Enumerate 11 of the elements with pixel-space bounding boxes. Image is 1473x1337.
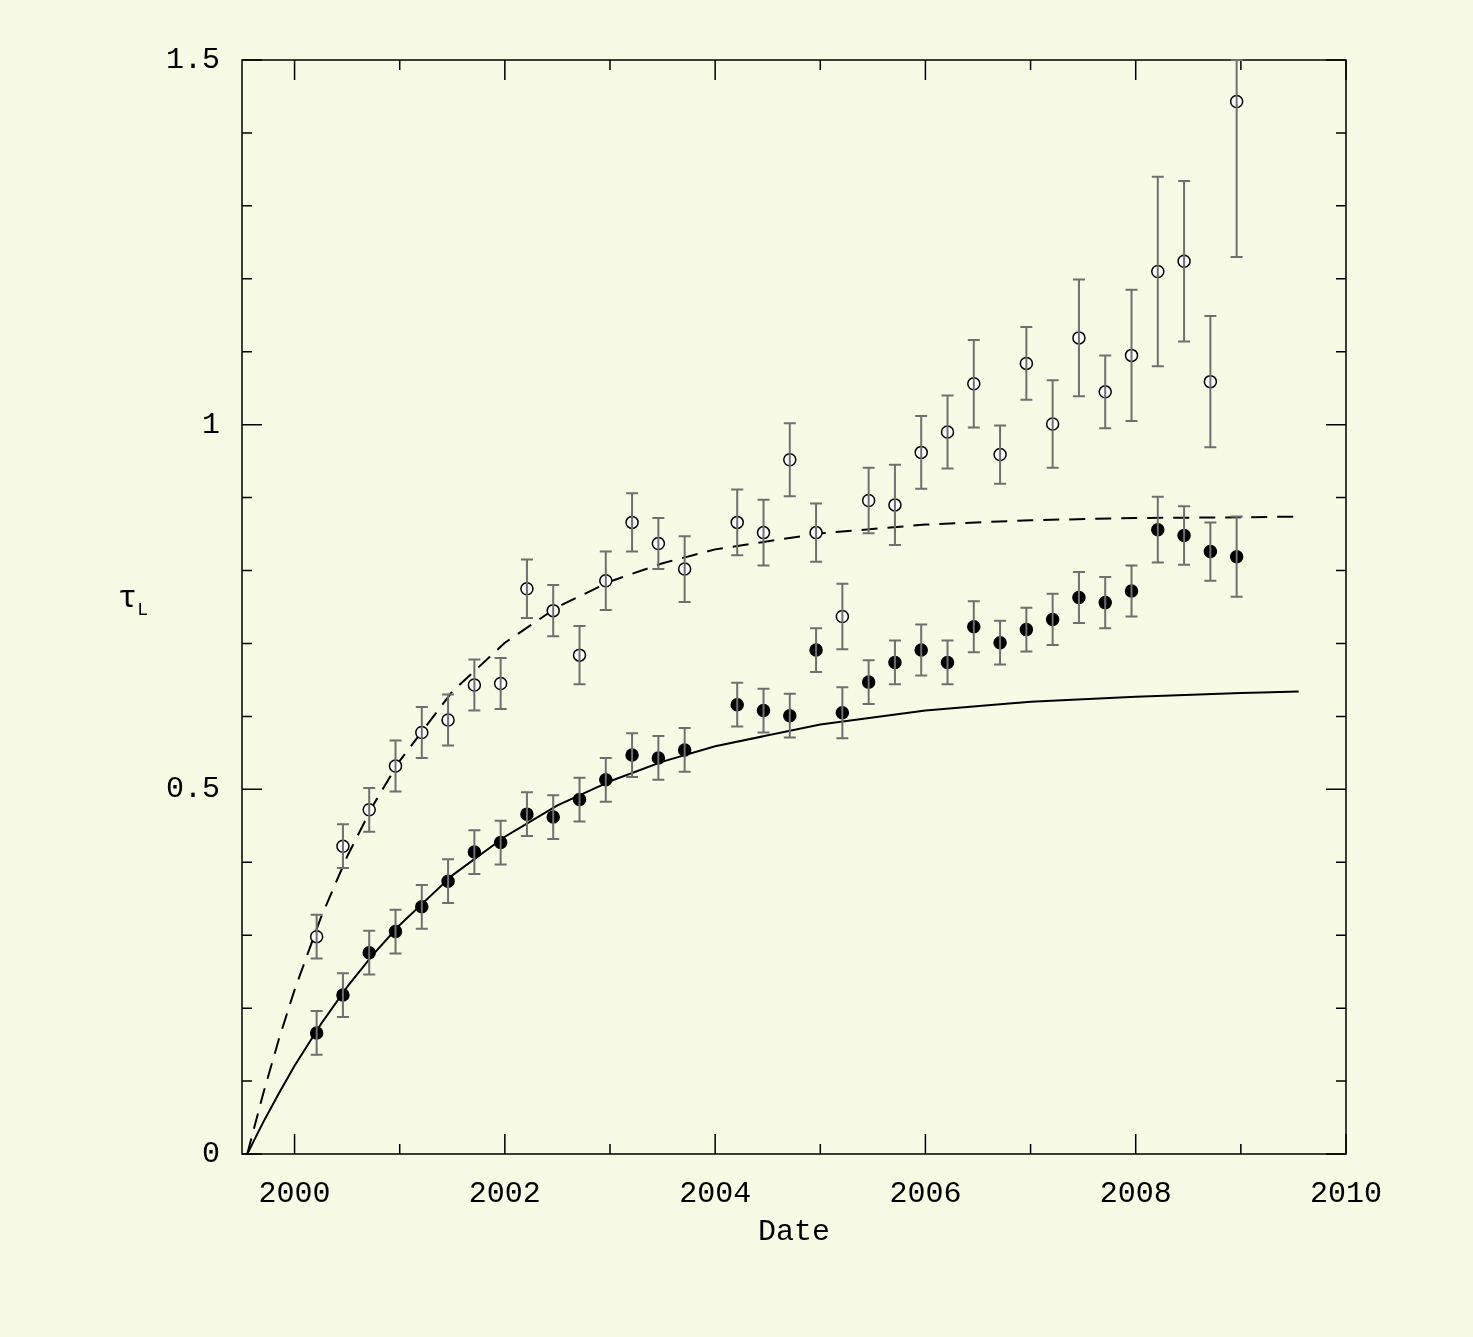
x-axis-title: Date (757, 1214, 831, 1249)
y-tick-label: 0 (201, 1136, 220, 1171)
x-tick-label: 2004 (679, 1176, 752, 1211)
x-tick-label: 2010 (1309, 1176, 1383, 1211)
y-tick-label: 1 (201, 407, 220, 442)
x-tick-label: 2000 (258, 1176, 331, 1211)
x-tick-label: 2006 (889, 1176, 962, 1211)
y-tick-label: 1.5 (165, 42, 220, 77)
x-tick-label: 2002 (468, 1176, 541, 1211)
y-tick-label: 0.5 (165, 772, 220, 807)
x-tick-label: 2008 (1099, 1176, 1172, 1211)
